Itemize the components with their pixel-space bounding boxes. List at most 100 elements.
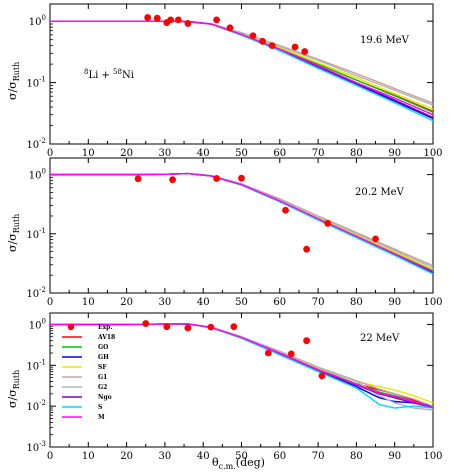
bottom-xtick-label: 0 [47, 451, 53, 462]
bottom-ytick-label: 10-1 [26, 358, 46, 372]
top-ytick-label: 100 [29, 14, 46, 28]
bottom-exp-point [318, 372, 326, 380]
annotation-top: 19.6 MeV [360, 35, 410, 46]
middle-xtick-label: 30 [159, 297, 172, 308]
middle-exp-point [134, 175, 142, 183]
ylabel-top: σ/σRuth [6, 62, 21, 100]
top-xtick-label: 70 [312, 148, 325, 159]
top-xtick-label: 80 [350, 148, 363, 159]
middle-exp-point [213, 175, 221, 182]
middle-xtick-label: 20 [120, 297, 133, 308]
legend-label-m: M [98, 414, 105, 421]
middle-xtick-label: 50 [235, 297, 248, 308]
bottom-xtick-label: 50 [235, 451, 248, 462]
top-exp-point [213, 16, 221, 24]
middle-exp-point [372, 235, 379, 243]
legend-label-ngo: Ngo [98, 394, 112, 401]
top-exp-point [226, 24, 234, 32]
annotation-bottom: 22 MeV [360, 333, 400, 344]
legend-label-g2: G2 [98, 384, 107, 391]
top-xtick-label: 50 [235, 148, 248, 159]
bottom-xtick-label: 20 [120, 451, 133, 462]
reaction-label-base1: Li + [88, 70, 113, 81]
middle-xtick-label: 60 [273, 297, 286, 308]
ylabel-bottom: σ/σRuth [6, 370, 21, 408]
top-exp-point [184, 20, 192, 27]
bottom-exp-point [230, 323, 238, 331]
bottom-xtick-label: 80 [350, 451, 363, 462]
top-exp-point [268, 42, 276, 50]
legend: Exp. AV18 GO GH SF G1 G2 Ngo SM [62, 323, 115, 421]
legend-label-sf: SF [98, 364, 107, 371]
svg-text:σ/σRuth: σ/σRuth [6, 370, 21, 408]
middle-xtick-label: 0 [47, 297, 53, 308]
top-exp-point [153, 14, 161, 22]
bottom-ytick-label: 10-3 [26, 440, 46, 454]
legend-exp-marker [67, 323, 75, 331]
annotation-middle: 20.2 MeV [355, 187, 405, 198]
bottom-exp-point [303, 337, 311, 345]
bottom-xtick-label: 40 [197, 451, 210, 462]
top-exp-point [291, 43, 299, 51]
ylabel-middle: σ/σRuth [6, 214, 21, 252]
middle-xtick-label: 90 [388, 297, 401, 308]
bottom-xtick-label: 60 [273, 451, 286, 462]
middle-xtick-label: 70 [312, 297, 325, 308]
bottom-exp-point [207, 323, 215, 331]
panel-top: 0 10 20 30 40 50 60 70 80 90 100 10-2 10-1 100 [26, 4, 443, 159]
top-ytick-label: 10-1 [26, 76, 46, 90]
top-xtick-label: 20 [120, 148, 133, 159]
bottom-series-lines [50, 323, 433, 411]
legend-label-s: S [98, 404, 102, 411]
xlabel: θc.m.(deg) [212, 456, 265, 471]
top-ytick-label: 10-2 [26, 137, 46, 151]
bottom-xtick-label: 30 [159, 451, 172, 462]
top-xtick-label: 0 [47, 148, 53, 159]
middle-xtick-label: 100 [423, 297, 442, 308]
top-xtick-label: 60 [273, 148, 286, 159]
middle-xtick-label: 80 [350, 297, 363, 308]
legend-label-gh: GH [98, 354, 109, 361]
legend-label-g1: G1 [98, 374, 107, 381]
middle-exp-point [238, 174, 245, 182]
bottom-exp-point [184, 324, 192, 332]
top-exp-point [259, 37, 266, 45]
legend-label-exp: Exp. [98, 324, 112, 331]
bottom-xtick-label: 90 [388, 451, 401, 462]
bottom-exp-point [287, 350, 295, 358]
panel-bottom: 0 10 20 30 40 50 60 70 80 90 100 10-3 10-2 10-1 100 [26, 313, 443, 462]
reaction-label-sup1: 8 [84, 68, 88, 76]
middle-ytick-label: 10-1 [26, 227, 46, 241]
svg-text:σ/σRuth: σ/σRuth [6, 62, 21, 100]
middle-ytick-label: 100 [29, 168, 46, 182]
reaction-label-base2: Ni [122, 70, 134, 81]
legend-label-av18: AV18 [97, 334, 115, 341]
top-exp-point [301, 48, 309, 55]
reaction-label-sup2: 58 [113, 68, 122, 76]
svg-text:σ/σRuth: σ/σRuth [6, 214, 21, 252]
top-exp-point [249, 32, 257, 40]
middle-exp-point [282, 206, 289, 214]
middle-exp-point [324, 219, 332, 227]
top-exp-point [174, 16, 182, 24]
bottom-xtick-label: 70 [312, 451, 325, 462]
top-exp-point [144, 14, 152, 21]
top-xtick-label: 30 [159, 148, 172, 159]
legend-label-go: GO [98, 344, 108, 351]
bottom-ytick-label: 100 [29, 317, 46, 331]
bottom-xtick-label: 100 [423, 451, 442, 462]
middle-xtick-label: 10 [82, 297, 95, 308]
top-xtick-label: 100 [423, 148, 442, 159]
bottom-xtick-label: 10 [82, 451, 95, 462]
top-series-lines [50, 20, 433, 122]
bottom-exp-point [264, 349, 272, 357]
top-xtick-label: 90 [388, 148, 401, 159]
middle-series-m [50, 172, 433, 273]
top-xtick-label: 40 [197, 148, 210, 159]
bottom-ytick-label: 10-2 [26, 399, 46, 413]
bottom-exp-point [163, 323, 171, 331]
top-exp-point [167, 16, 175, 24]
top-xtick-label: 10 [82, 148, 95, 159]
middle-xtick-label: 40 [197, 297, 210, 308]
